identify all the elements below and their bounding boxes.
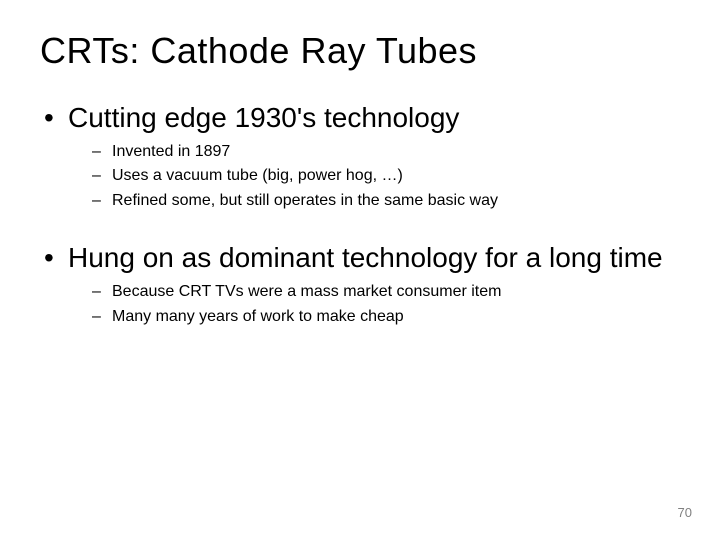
slide: CRTs: Cathode Ray Tubes Cutting edge 193… (0, 0, 720, 540)
sub-bullet-item: Uses a vacuum tube (big, power hog, …) (68, 165, 680, 187)
sub-bullet-item: Invented in 1897 (68, 141, 680, 163)
bullet-item: Hung on as dominant technology for a lon… (40, 240, 680, 328)
slide-title: CRTs: Cathode Ray Tubes (40, 30, 680, 72)
sub-bullet-item: Because CRT TVs were a mass market consu… (68, 281, 680, 303)
bullet-text: Cutting edge 1930's technology (68, 102, 459, 133)
bullet-item: Cutting edge 1930's technology Invented … (40, 100, 680, 212)
bullet-text: Hung on as dominant technology for a lon… (68, 242, 663, 273)
sub-bullet-list: Invented in 1897 Uses a vacuum tube (big… (68, 141, 680, 212)
page-number: 70 (678, 505, 692, 520)
sub-bullet-item: Many many years of work to make cheap (68, 306, 680, 328)
sub-bullet-item: Refined some, but still operates in the … (68, 190, 680, 212)
bullet-list: Cutting edge 1930's technology Invented … (40, 100, 680, 328)
sub-bullet-list: Because CRT TVs were a mass market consu… (68, 281, 680, 328)
